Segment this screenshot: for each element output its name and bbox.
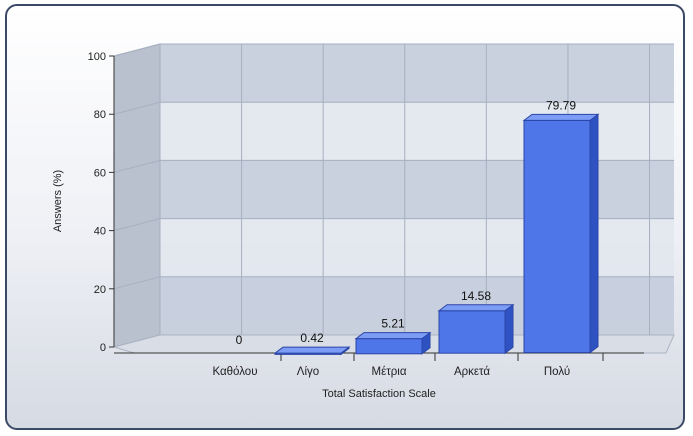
y-tick-label: 40 [94,226,106,238]
wall-band [160,44,674,103]
x-tick-label: Πολύ [544,366,570,378]
y-tick-label: 100 [88,51,106,63]
x-tick-label: Καθόλου [212,366,257,378]
x-tick-label: Αρκετά [454,366,490,378]
x-tick-label: Μέτρια [372,366,407,378]
grid-line [113,43,161,57]
y-tick-label: 80 [94,109,106,121]
bar[interactable] [355,338,423,355]
bar-chart: 0 20 40 60 80 100 0 Καθόλου 0.42 Λίγο 5.21 Μέτρια 14… [52,43,675,400]
bar-top [354,332,432,340]
left-wall [113,43,161,348]
bar-top [522,113,600,121]
bar[interactable] [438,310,506,354]
data-label: 0.42 [300,331,324,345]
data-label: 0 [236,333,243,347]
y-tick-label: 60 [94,167,106,179]
grid-line [113,101,161,115]
data-label: 79.79 [546,98,576,112]
bar-side [504,303,514,355]
bar-top [273,346,351,354]
bar-side [589,113,599,354]
grid-line [113,218,161,232]
x-axis-title: Total Satisfaction Scale [322,388,436,400]
x-tick-label: Λίγο [297,366,319,378]
chart-frame: 0 20 40 60 80 100 0 Καθόλου 0.42 Λίγο 5.21 Μέτρια 14… [5,4,685,430]
y-axis-title: Answers (%) [52,170,64,232]
data-label: 14.58 [461,289,491,303]
y-tick-label: 0 [100,342,106,354]
bar[interactable] [523,119,591,354]
grid-line [113,159,161,173]
grid-line [113,276,161,290]
y-tick-label: 20 [94,284,106,296]
data-label: 5.21 [381,317,405,331]
bar-top [437,304,515,312]
